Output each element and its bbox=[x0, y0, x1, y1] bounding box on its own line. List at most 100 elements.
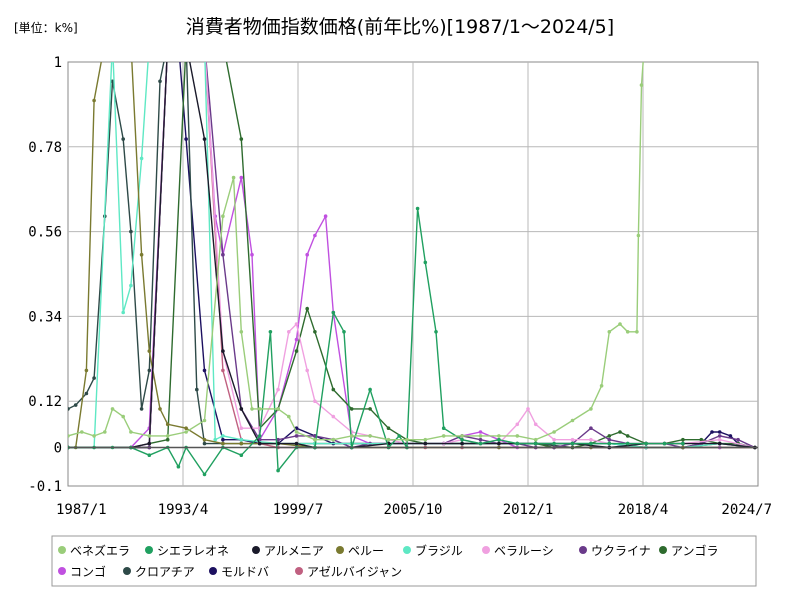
data-point bbox=[681, 441, 685, 446]
data-point bbox=[165, 437, 170, 442]
data-point bbox=[643, 41, 647, 45]
data-point bbox=[110, 407, 115, 411]
data-point bbox=[276, 387, 280, 392]
data-point bbox=[166, 41, 170, 45]
data-point bbox=[497, 434, 501, 438]
data-point bbox=[257, 407, 262, 411]
data-point bbox=[533, 437, 538, 442]
data-point bbox=[460, 441, 464, 446]
data-point bbox=[121, 310, 125, 315]
data-point bbox=[368, 387, 372, 392]
legend-item[interactable]: コンゴ bbox=[58, 564, 106, 579]
data-point bbox=[203, 41, 207, 45]
data-point bbox=[158, 407, 162, 411]
data-point bbox=[386, 426, 391, 431]
legend-item[interactable]: ペルー bbox=[336, 544, 384, 558]
data-point bbox=[305, 368, 310, 373]
data-point bbox=[460, 437, 464, 442]
data-point bbox=[618, 322, 622, 326]
data-point bbox=[607, 330, 612, 334]
legend-item[interactable]: モルドバ bbox=[209, 565, 269, 579]
data-point bbox=[441, 434, 446, 438]
data-point bbox=[434, 330, 438, 334]
legend-marker bbox=[336, 546, 344, 554]
data-point bbox=[203, 41, 207, 45]
data-point bbox=[203, 41, 207, 45]
data-point bbox=[203, 41, 207, 45]
data-point bbox=[323, 214, 328, 218]
data-point bbox=[276, 407, 280, 411]
data-point bbox=[221, 437, 225, 442]
data-point bbox=[589, 437, 593, 442]
legend-item[interactable]: クロアチア bbox=[123, 565, 195, 579]
data-point bbox=[423, 441, 428, 446]
legend-marker bbox=[579, 546, 587, 554]
legend-item[interactable]: シエラレオネ bbox=[145, 544, 229, 558]
data-point bbox=[221, 434, 225, 438]
data-point bbox=[184, 41, 188, 45]
data-point bbox=[111, 41, 115, 45]
data-point bbox=[331, 437, 336, 442]
data-point bbox=[166, 41, 170, 45]
data-point bbox=[239, 407, 244, 411]
data-point bbox=[202, 418, 207, 423]
legend-item[interactable]: アゼルバイジャン bbox=[295, 565, 402, 579]
data-point bbox=[250, 252, 254, 257]
data-point bbox=[195, 387, 199, 392]
data-point bbox=[515, 434, 520, 438]
series-0 bbox=[68, 41, 647, 442]
legend-item[interactable]: ウクライナ bbox=[579, 544, 651, 558]
data-point bbox=[184, 41, 188, 45]
data-point bbox=[92, 376, 96, 380]
data-point bbox=[121, 414, 125, 419]
legend-label: クロアチア bbox=[135, 565, 195, 579]
chart-title: 消費者物価指数価格(前年比%)[1987/1～2024/5] bbox=[186, 16, 614, 38]
data-point bbox=[625, 434, 630, 438]
legend-marker bbox=[482, 546, 490, 554]
data-point bbox=[147, 368, 152, 373]
grid-layer bbox=[68, 62, 758, 486]
legend-label: ウクライナ bbox=[591, 544, 651, 558]
data-point bbox=[589, 407, 593, 411]
data-point bbox=[239, 453, 244, 458]
data-point bbox=[497, 441, 501, 446]
data-point bbox=[368, 407, 372, 411]
legend-item[interactable]: アンゴラ bbox=[659, 543, 719, 558]
x-tick-label: 2024/7 bbox=[721, 502, 772, 518]
data-point bbox=[184, 426, 188, 431]
data-point bbox=[239, 330, 244, 334]
legend-marker bbox=[295, 567, 303, 575]
data-point bbox=[717, 434, 722, 438]
data-point bbox=[349, 434, 354, 438]
legend-item[interactable]: アルメニア bbox=[252, 544, 324, 558]
data-point bbox=[294, 430, 299, 434]
data-point bbox=[533, 422, 538, 427]
data-point bbox=[294, 434, 299, 438]
legend-label: アルメニア bbox=[264, 544, 324, 558]
data-point bbox=[294, 337, 299, 342]
data-point bbox=[570, 437, 575, 442]
x-tick-label: 1993/4 bbox=[158, 502, 209, 518]
data-point bbox=[92, 434, 96, 438]
data-point bbox=[607, 441, 612, 446]
data-point bbox=[84, 391, 89, 396]
unit-label: [単位：k%] bbox=[14, 20, 78, 35]
legend-item[interactable]: ブラジル bbox=[403, 543, 463, 558]
data-point bbox=[515, 441, 520, 446]
data-point bbox=[570, 441, 575, 446]
legend-item[interactable]: ベラルーシ bbox=[482, 544, 554, 558]
data-point bbox=[203, 41, 207, 45]
data-point bbox=[570, 418, 575, 423]
legend: ベネズエラ シエラレオネ アルメニア ペルー ブラジル ベラルーシ ウクライナ アンゴラコンゴ… bbox=[58, 543, 719, 579]
data-point bbox=[331, 414, 336, 419]
data-point bbox=[239, 441, 244, 446]
data-point bbox=[177, 41, 181, 45]
data-point bbox=[313, 330, 317, 334]
data-point bbox=[342, 330, 346, 334]
legend-item[interactable]: ベネズエラ bbox=[58, 543, 130, 558]
y-tick-label: 0 bbox=[54, 440, 62, 456]
data-point bbox=[294, 349, 299, 353]
data-point bbox=[294, 441, 299, 446]
data-point bbox=[129, 430, 133, 434]
